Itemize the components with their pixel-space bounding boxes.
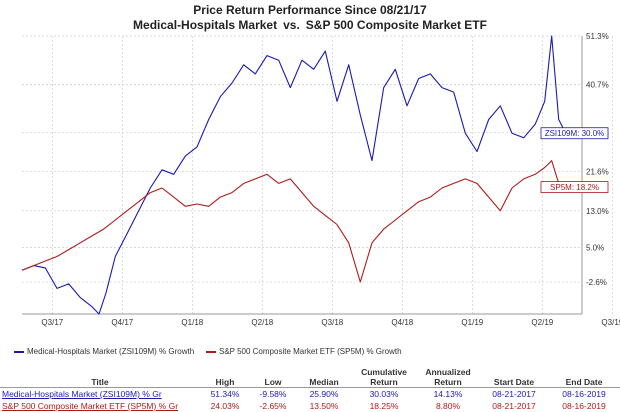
x-tick-label: Q1/19 (461, 318, 483, 327)
stats-table: Title High Low Median Cumulative Return … (0, 362, 620, 412)
x-tick-label: Q3/19 (601, 318, 620, 327)
x-tick-label: Q3/18 (321, 318, 343, 327)
table-row: Medical-Hospitals Market (ZSI109M) % Gr … (0, 388, 620, 401)
legend-item-sp500: S&P 500 Composite Market ETF (SP5M) % Gr… (206, 347, 402, 356)
cell-high: 24.03% (210, 401, 240, 411)
end-label-box-sp500 (540, 181, 609, 193)
cell-cumulative-return: 18.25% (369, 401, 399, 411)
x-tick-label: Q2/18 (251, 318, 273, 327)
y-tick-label: 51.3% (586, 32, 609, 41)
legend-swatch-sp500 (206, 350, 216, 353)
cell-end-date: 08-16-2019 (562, 401, 606, 411)
cell-low: -2.65% (259, 401, 287, 411)
x-tick-label: Q2/19 (531, 318, 553, 327)
end-label-box-medical (540, 127, 609, 140)
y-tick-label: 21.6% (586, 168, 609, 177)
end-label-medical: ZSI109M: 30.0% (545, 129, 605, 138)
series-line-sp500 (21, 160, 566, 283)
legend-label-medical: Medical-Hospitals Market (ZSI109M) % Gro… (27, 347, 195, 356)
subtitle-vs: vs. (283, 18, 300, 32)
cell-end-date: 08-16-2019 (562, 389, 606, 399)
line-chart: 51.3%40.7%30.2%21.6%13.0%5.0%-2.6%Q3/17Q… (21, 32, 620, 327)
header-end-date: End Date (565, 377, 603, 387)
cell-low: -9.58% (259, 389, 287, 399)
cell-start-date: 08-21-2017 (492, 401, 536, 411)
y-tick-label: -2.6% (586, 278, 607, 287)
cell-high: 51.34% (210, 389, 240, 399)
cell-cumulative-return: 30.03% (369, 389, 399, 399)
header-cumulative-return: Cumulative Return (361, 367, 407, 387)
y-tick-label: 40.7% (586, 80, 609, 89)
cell-median: 13.50% (309, 401, 339, 411)
chart-title: Price Return Performance Since 08/21/17 (193, 3, 427, 17)
subtitle-right: S&P 500 Composite Market ETF (305, 18, 487, 32)
cell-annualized-return: 8.80% (435, 401, 461, 411)
header-annualized-return: Annualized Return (425, 367, 471, 387)
x-tick-label: Q4/17 (111, 318, 133, 327)
x-tick-label: Q3/17 (41, 318, 63, 327)
subtitle-left: Medical-Hospitals Market (133, 18, 278, 32)
cell-annualized-return: 14.13% (433, 389, 463, 399)
cell-start-date: 08-21-2017 (492, 389, 536, 399)
header-low: Low (264, 377, 282, 387)
table-row: S&P 500 Composite Market ETF (SP5M) % Gr… (0, 400, 620, 412)
x-tick-label: Q1/18 (181, 318, 203, 327)
x-tick-label: Q4/18 (391, 318, 413, 327)
header-median: Median (309, 377, 339, 387)
header-high: High (215, 377, 235, 387)
y-tick-label: 5.0% (586, 243, 604, 252)
row-title-link[interactable]: S&P 500 Composite Market ETF (SP5M) % Gr (2, 401, 179, 411)
table-header-row: Title High Low Median Cumulative Return … (0, 362, 620, 388)
legend-label-sp500: S&P 500 Composite Market ETF (SP5M) % Gr… (219, 347, 402, 356)
cell-median: 25.90% (309, 389, 339, 399)
y-tick-label: 13.0% (586, 207, 609, 216)
legend-swatch-medical (14, 350, 24, 353)
chart-subtitle: Medical-Hospitals Market vs. S&P 500 Com… (0, 18, 620, 32)
series-line-medical (21, 35, 567, 315)
row-title-link[interactable]: Medical-Hospitals Market (ZSI109M) % Gr (2, 389, 162, 399)
header-title: Title (91, 377, 109, 387)
header-start-date: Start Date (493, 377, 535, 387)
end-label-sp500: SP5M: 18.2% (550, 183, 599, 192)
legend-item-medical: Medical-Hospitals Market (ZSI109M) % Gro… (14, 347, 194, 356)
